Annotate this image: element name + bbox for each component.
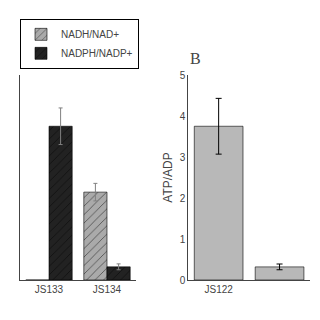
svg-text:B: B <box>190 50 201 67</box>
svg-text:JS134: JS134 <box>93 284 122 295</box>
svg-text:0: 0 <box>180 275 186 286</box>
svg-text:2: 2 <box>180 193 186 204</box>
svg-text:JS133: JS133 <box>35 284 64 295</box>
svg-text:ATP/ADP: ATP/ADP <box>161 152 175 202</box>
svg-text:4: 4 <box>180 111 186 122</box>
svg-text:5: 5 <box>180 70 186 81</box>
svg-text:JS122: JS122 <box>204 284 233 295</box>
svg-text:NADPH/NADP+: NADPH/NADP+ <box>61 48 133 59</box>
svg-text:3: 3 <box>180 152 186 163</box>
svg-text:NADH/NAD+: NADH/NAD+ <box>61 29 119 40</box>
svg-text:1: 1 <box>180 234 186 245</box>
